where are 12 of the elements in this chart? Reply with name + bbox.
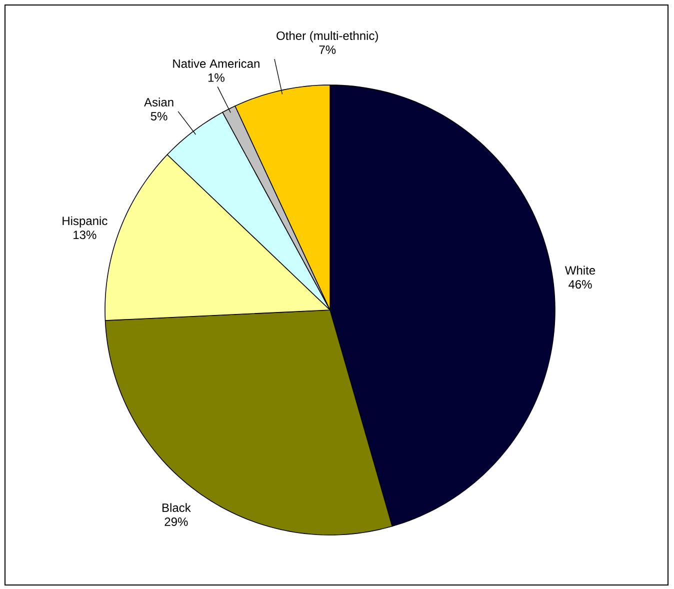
data-label: 1% [208, 73, 224, 82]
data-label: 29% [164, 517, 188, 526]
data-label: 13% [74, 230, 96, 240]
data-label: 46% [568, 280, 592, 289]
slice-label: Native American [173, 59, 260, 68]
slice-label: Other (multi-ethnic) [276, 31, 378, 42]
slice-label: Asian [144, 98, 174, 106]
data-label: 7% [319, 46, 336, 54]
slice-label: Hispanic [62, 216, 108, 228]
slice-label: Black [162, 503, 191, 512]
data-label: 5% [150, 112, 168, 120]
slice-label: White [564, 266, 596, 275]
